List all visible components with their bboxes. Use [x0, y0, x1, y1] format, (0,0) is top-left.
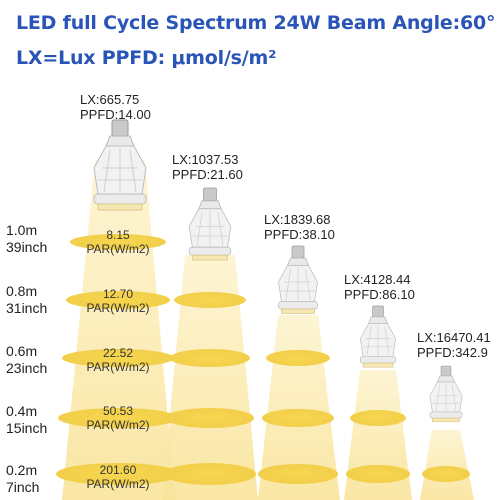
par-value: 8.15	[106, 228, 130, 242]
par-unit: PAR(W/m2)	[86, 477, 150, 491]
ppfd-value: PPFD:342.9	[417, 345, 488, 360]
light-spot	[166, 408, 254, 428]
lux-value: LX:665.75	[80, 92, 140, 107]
light-spot	[62, 349, 174, 367]
lamp-label-3: LX:1839.68 PPFD:38.10	[264, 212, 335, 242]
grow-light-bulb-icon	[359, 305, 397, 368]
grow-light-bulb-icon	[278, 245, 318, 314]
light-spot	[346, 465, 410, 483]
par-reading-3: 22.52 PAR(W/m2)	[63, 346, 173, 374]
distance-inches: 23inch	[6, 360, 48, 376]
light-spot	[174, 292, 246, 308]
light-spot	[66, 291, 170, 309]
lamp-label-2: LX:1037.53 PPFD:21.60	[172, 152, 243, 182]
par-unit: PAR(W/m2)	[86, 301, 150, 315]
lux-value: LX:1037.53	[172, 152, 239, 167]
distance-label-2: 0.8m 31inch	[6, 283, 47, 317]
light-spot	[56, 463, 180, 485]
par-reading-5: 201.60 PAR(W/m2)	[63, 463, 173, 491]
light-spot	[70, 234, 166, 250]
distance-label-1: 1.0m 39inch	[6, 222, 47, 256]
par-value: 12.70	[102, 287, 134, 301]
distance-label-5: 0.2m 7inch	[6, 462, 39, 496]
distance-meters: 1.0m	[6, 222, 38, 238]
distance-inches: 39inch	[6, 239, 48, 255]
distance-inches: 7inch	[6, 479, 40, 495]
grow-light-bulb-icon	[429, 365, 463, 423]
distance-meters: 0.2m	[6, 462, 38, 478]
par-unit: PAR(W/m2)	[86, 242, 150, 256]
distance-label-3: 0.6m 23inch	[6, 343, 47, 377]
distance-label-4: 0.4m 15inch	[6, 403, 47, 437]
light-spot	[422, 466, 470, 482]
distance-meters: 0.8m	[6, 283, 38, 299]
par-value: 201.60	[99, 463, 137, 477]
beam-cone-2	[162, 255, 258, 500]
lux-value: LX:4128.44	[344, 272, 411, 287]
par-value: 22.52	[102, 346, 134, 360]
light-spot	[258, 464, 338, 484]
lamp-label-1: LX:665.75 PPFD:14.00	[80, 92, 151, 122]
ppfd-value: PPFD:21.60	[172, 167, 243, 182]
grow-light-bulb-icon	[93, 119, 147, 211]
ppfd-value: PPFD:38.10	[264, 227, 335, 242]
light-spot	[266, 350, 330, 366]
distance-meters: 0.6m	[6, 343, 38, 359]
ppfd-value: PPFD:86.10	[344, 287, 415, 302]
distance-inches: 15inch	[6, 420, 48, 436]
distance-inches: 31inch	[6, 300, 48, 316]
par-reading-1: 8.15 PAR(W/m2)	[63, 228, 173, 256]
light-spot	[170, 349, 250, 367]
lux-value: LX:16470.41	[417, 330, 491, 345]
grow-light-bulb-icon	[188, 187, 232, 261]
lux-value: LX:1839.68	[264, 212, 331, 227]
beam-cone-1	[62, 160, 175, 500]
light-spot	[350, 410, 406, 426]
lamp-label-5: LX:16470.41 PPFD:342.9	[417, 330, 491, 360]
par-reading-2: 12.70 PAR(W/m2)	[63, 287, 173, 315]
beam-cone-5	[420, 430, 474, 500]
distance-meters: 0.4m	[6, 403, 38, 419]
par-unit: PAR(W/m2)	[86, 360, 150, 374]
lamp-label-4: LX:4128.44 PPFD:86.10	[344, 272, 415, 302]
light-spot	[262, 409, 334, 427]
par-unit: PAR(W/m2)	[86, 418, 150, 432]
par-reading-4: 50.53 PAR(W/m2)	[63, 404, 173, 432]
title-line-1: LED full Cycle Spectrum 24W Beam Angle:6…	[16, 12, 496, 34]
title-line-2: LX=Lux PPFD: μmol/s/m²	[16, 47, 277, 69]
par-value: 50.53	[102, 404, 134, 418]
light-spot	[164, 463, 256, 485]
ppfd-value: PPFD:14.00	[80, 107, 151, 122]
light-spot	[58, 408, 178, 428]
